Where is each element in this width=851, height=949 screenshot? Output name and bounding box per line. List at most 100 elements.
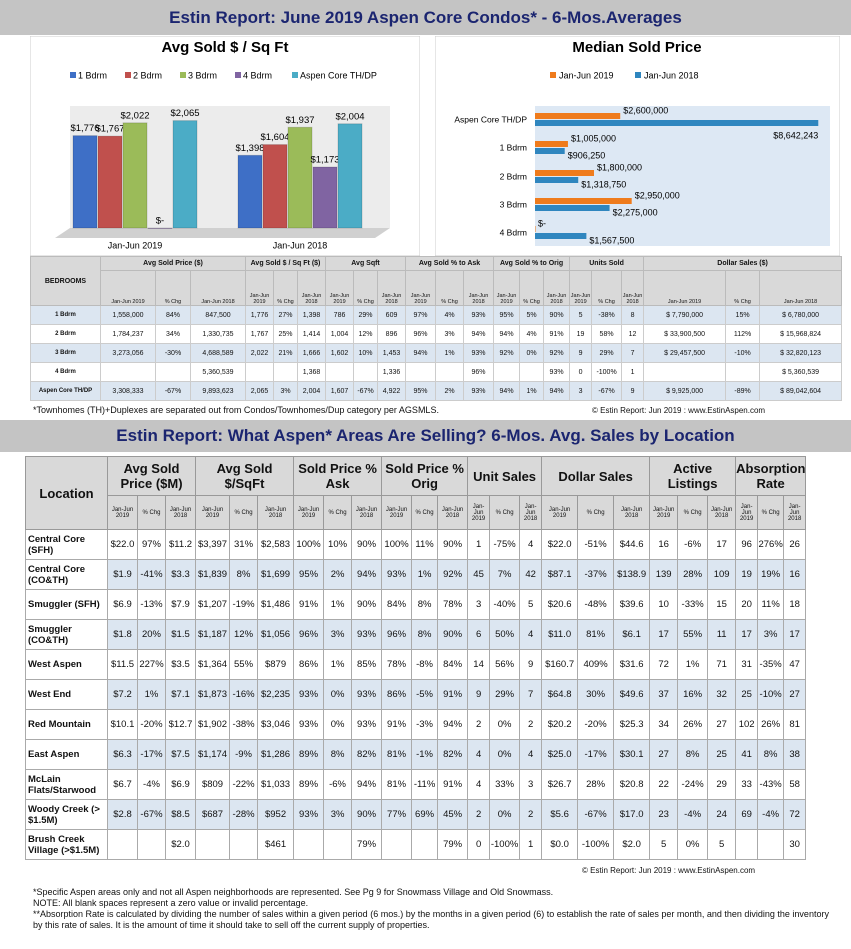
row-label: West End	[25, 679, 108, 710]
table-cell: $ 7,790,000	[643, 305, 727, 325]
y-tick-label: Aspen Core TH/DP	[454, 114, 527, 124]
table-cell: 33	[735, 769, 759, 800]
column-group-header: Sold Price % Ask	[293, 456, 383, 496]
column-group-header: Location	[25, 456, 108, 530]
column-header: Jan-Jun 2019	[107, 495, 138, 530]
table-cell: 33%	[489, 769, 521, 800]
table-cell: $30.1	[613, 739, 651, 770]
bar	[535, 120, 819, 126]
table-cell: 93%	[463, 381, 495, 401]
table-cell: $ 6,780,000	[759, 305, 843, 325]
row-label: Woody Creek (> $1.5M)	[25, 799, 108, 830]
column-group-header: Absorption Rate	[735, 456, 807, 496]
table-cell: 94%	[493, 324, 521, 344]
bar	[122, 122, 148, 229]
row-label: 3 Bdrm	[30, 343, 101, 363]
table-cell: 4	[519, 739, 543, 770]
table-cell: $461	[257, 829, 295, 860]
table-cell: 58	[783, 769, 807, 800]
table-cell: $1,364	[195, 649, 231, 680]
table-cell: 1	[621, 362, 645, 382]
table-cell: $952	[257, 799, 295, 830]
table-cell: 32	[707, 679, 737, 710]
legend-label: 4 Bdrm	[243, 70, 272, 80]
table-cell: $3,046	[257, 709, 295, 740]
table-cell: $1,187	[195, 619, 231, 650]
table-cell: $26.7	[541, 769, 579, 800]
table-cell: 90%	[351, 589, 383, 620]
table-cell: 94%	[351, 559, 383, 590]
y-tick-label: 1 Bdrm	[500, 142, 527, 152]
table-cell: 17	[783, 619, 807, 650]
data-label: $1,604	[260, 132, 289, 143]
table-row: 1 Bdrm 1,558,000 84% 847,500 1,776 27% 1,398 78…	[30, 305, 843, 325]
table-cell: 94%	[405, 343, 437, 363]
table-cell: 45	[467, 559, 491, 590]
table-cell: $3,397	[195, 529, 231, 560]
table-cell: $2.0	[613, 829, 651, 860]
y-tick-label: 3 Bdrm	[500, 199, 527, 209]
table-cell: $8.5	[164, 799, 197, 830]
table-cell: 9	[467, 679, 491, 710]
table-cell: $20.2	[541, 709, 579, 740]
table-cell	[245, 362, 274, 382]
table-cell: 4	[467, 769, 491, 800]
table-cell: 79%	[351, 829, 383, 860]
table-cell: 3%	[435, 324, 465, 344]
table-cell: 82%	[351, 739, 383, 770]
table-row: 3 Bdrm 3,273,056 -30% 4,688,589 2,022 21% 1,66…	[30, 343, 843, 363]
table-cell: -89%	[725, 381, 761, 401]
legend-label: 3 Bdrm	[188, 70, 217, 80]
table-cell: 19%	[757, 559, 785, 590]
bar	[535, 141, 568, 147]
table-cell: 2%	[435, 381, 465, 401]
table-cell: 93%	[351, 619, 383, 650]
table-cell: 4%	[435, 305, 465, 325]
column-group-header: Avg Sold Price ($)	[100, 256, 246, 271]
table-cell: 8%	[757, 739, 785, 770]
column-header: Jan-Jun 2018	[190, 270, 246, 306]
table-cell: 81%	[577, 619, 615, 650]
table-cell: 7%	[489, 559, 521, 590]
table-cell: $ 5,360,539	[759, 362, 843, 382]
table-cell: 3	[467, 589, 491, 620]
table-cell: 3	[519, 769, 543, 800]
table-cell: 29%	[489, 679, 521, 710]
column-group-header: Unit Sales	[467, 456, 543, 496]
table-cell: 3,273,056	[100, 343, 156, 363]
table-cell: 55%	[229, 649, 259, 680]
table-cell: $11.0	[541, 619, 579, 650]
table-cell	[405, 362, 437, 382]
column-header: Jan-Jun 2018	[257, 495, 295, 530]
table-cell: 11%	[411, 529, 439, 560]
table-cell: 94%	[543, 381, 571, 401]
table-cell: -67%	[137, 799, 166, 830]
table-cell: -100%	[577, 829, 615, 860]
data-label: $2,275,000	[613, 207, 658, 217]
table-cell: 0	[467, 829, 491, 860]
table-cell: 92%	[493, 343, 521, 363]
table-cell: 93%	[293, 799, 325, 830]
table-cell: 3%	[323, 799, 353, 830]
table-cell: 609	[377, 305, 407, 325]
table-cell: 93%	[381, 559, 413, 590]
table-cell: 1%	[137, 679, 166, 710]
legend-swatch	[550, 72, 556, 78]
legend-label: 1 Bdrm	[78, 70, 107, 80]
data-label: $1,398	[235, 143, 264, 154]
copyright: © Estin Report: Jun 2019 : www.EstinAspe…	[582, 866, 756, 875]
table-cell: 93%	[463, 305, 495, 325]
table-cell: 84%	[381, 589, 413, 620]
legend-swatch	[292, 72, 298, 78]
column-header: Jan-Jun 2019	[325, 270, 355, 306]
table-cell: $1.5	[164, 619, 197, 650]
table-row: 4 Bdrm 5,360,539 1,368 1,336 96% 93% 0 -100% 1 $ …	[30, 362, 843, 382]
table-cell: $25.0	[541, 739, 579, 770]
table-cell: 96%	[405, 324, 437, 344]
table-cell: 81%	[381, 769, 413, 800]
legend-swatch	[635, 72, 641, 78]
table-cell	[519, 362, 545, 382]
column-header: Jan-Jun 2018	[377, 270, 407, 306]
table-cell: 17	[649, 619, 679, 650]
